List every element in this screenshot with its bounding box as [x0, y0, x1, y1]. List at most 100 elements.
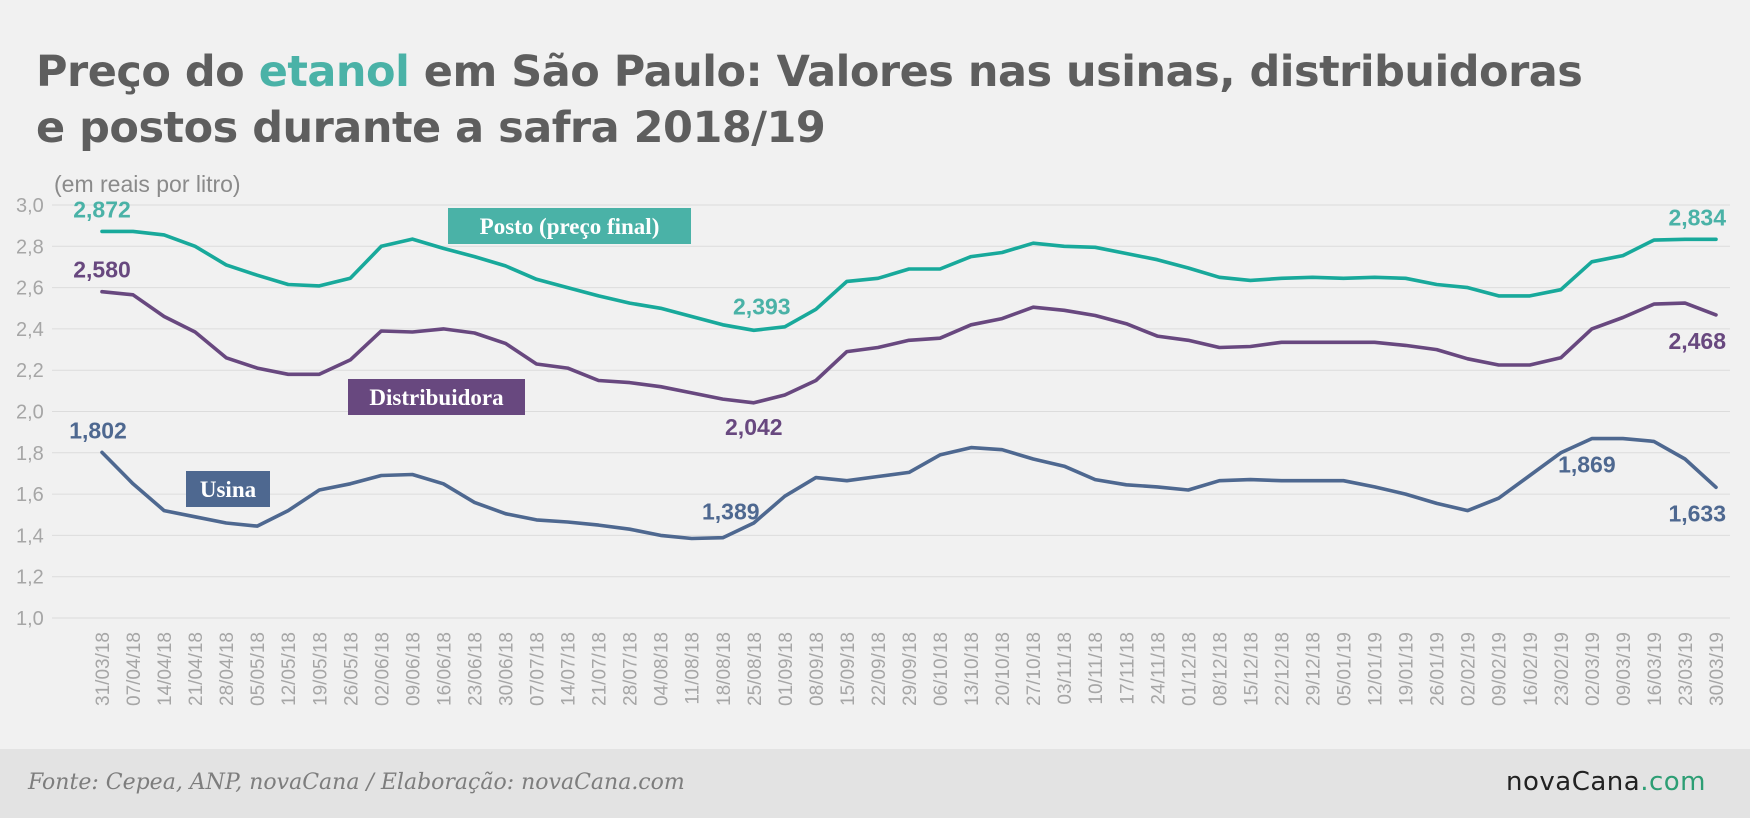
- x-axis-ticks: 31/03/18 07/04/18 14/04/18 21/04/18 28/04/18…: [93, 632, 1728, 706]
- x-tick-label: 15/09/18: [838, 632, 859, 706]
- y-unit-label: (em reais por litro): [54, 171, 241, 197]
- x-tick-label: 02/02/19: [1459, 632, 1480, 706]
- y-tick-label: 1,2: [16, 567, 44, 589]
- x-tick-label: 28/04/18: [217, 632, 238, 706]
- x-tick-label: 13/10/18: [962, 632, 983, 706]
- x-tick-label: 05/01/19: [1335, 632, 1356, 706]
- x-tick-label: 15/12/18: [1241, 632, 1262, 706]
- posto-data-label: 2,872: [73, 196, 131, 222]
- data-labels: 2,872 2,393 2,834 2,580 2,042 2,468 1,802 1,389…: [69, 196, 1726, 526]
- x-tick-label: 12/05/18: [279, 632, 300, 706]
- x-tick-label: 02/03/19: [1583, 632, 1604, 706]
- distribuidora-data-label: 2,468: [1668, 328, 1726, 354]
- x-tick-label: 22/12/18: [1272, 632, 1293, 706]
- x-tick-label: 09/06/18: [403, 632, 424, 706]
- x-tick-label: 09/02/19: [1490, 632, 1511, 706]
- posto-data-label: 2,393: [733, 293, 791, 319]
- x-tick-label: 21/04/18: [186, 632, 207, 706]
- x-tick-label: 14/07/18: [559, 632, 580, 706]
- x-tick-label: 07/04/18: [124, 632, 145, 706]
- y-axis-ticks: 1,0 1,2 1,4 1,6 1,8 2,0 2,2 2,4 2,6 2,8 3,0: [16, 195, 44, 630]
- y-tick-label: 2,8: [16, 236, 44, 258]
- x-tick-label: 04/08/18: [652, 632, 673, 706]
- distribuidora-data-label: 2,042: [725, 414, 783, 440]
- x-tick-label: 25/08/18: [745, 632, 766, 706]
- x-tick-label: 26/01/19: [1428, 632, 1449, 706]
- y-tick-label: 2,0: [16, 402, 44, 424]
- distribuidora-label-box: [348, 379, 525, 415]
- x-tick-label: 29/12/18: [1304, 632, 1325, 706]
- x-tick-label: 28/07/18: [621, 632, 642, 706]
- logo-main: novaCana: [1506, 767, 1641, 797]
- x-tick-label: 14/04/18: [155, 632, 176, 706]
- x-tick-label: 01/09/18: [776, 632, 797, 706]
- x-tick-label: 03/11/18: [1055, 632, 1076, 705]
- x-tick-label: 11/08/18: [683, 632, 704, 705]
- x-tick-label: 16/06/18: [434, 632, 455, 706]
- x-tick-label: 31/03/18: [93, 632, 114, 706]
- x-tick-label: 19/01/19: [1397, 632, 1418, 706]
- x-tick-label: 27/10/18: [1024, 632, 1045, 706]
- footer: Fonte: Cepea, ANP, novaCana / Elaboração…: [0, 749, 1750, 818]
- x-tick-label: 02/06/18: [372, 632, 393, 706]
- y-tick-label: 1,8: [16, 443, 44, 465]
- posto-data-label: 2,834: [1668, 204, 1726, 230]
- x-tick-label: 16/03/19: [1645, 632, 1666, 706]
- usina-label-box: [186, 471, 270, 507]
- posto-series-line: [100, 229, 1718, 333]
- y-tick-label: 1,6: [16, 484, 44, 506]
- series-lines: [100, 229, 1718, 541]
- usina-data-label: 1,389: [702, 499, 760, 525]
- x-tick-label: 16/02/19: [1521, 632, 1542, 706]
- usina-data-label: 1,869: [1558, 452, 1616, 478]
- y-tick-label: 1,4: [16, 525, 44, 547]
- x-tick-label: 23/02/19: [1552, 632, 1573, 706]
- series-labels: Posto (preço final) Distribuidora Usina: [186, 208, 691, 507]
- y-tick-label: 1,0: [16, 608, 44, 630]
- x-tick-label: 30/03/19: [1707, 632, 1728, 706]
- usina-data-label: 1,633: [1668, 500, 1726, 526]
- x-tick-label: 20/10/18: [993, 632, 1014, 706]
- distribuidora-series-line: [100, 289, 1718, 405]
- x-tick-label: 05/05/18: [248, 632, 269, 706]
- y-tick-label: 2,4: [16, 319, 44, 341]
- x-tick-label: 23/06/18: [465, 632, 486, 706]
- x-tick-label: 12/01/19: [1366, 632, 1387, 706]
- distribuidora-label: Distribuidora: [369, 385, 504, 410]
- distribuidora-data-label: 2,580: [73, 257, 131, 283]
- chart-title: Preço do etanol em São Paulo: Valores na…: [36, 44, 1596, 156]
- x-tick-label: 23/03/19: [1676, 632, 1697, 706]
- y-tick-label: 2,2: [16, 360, 44, 382]
- y-tick-label: 3,0: [16, 195, 44, 217]
- x-tick-label: 06/10/18: [931, 632, 952, 706]
- usina-series-line: [100, 436, 1718, 541]
- x-tick-label: 30/06/18: [497, 632, 518, 706]
- x-tick-label: 17/11/18: [1117, 632, 1138, 705]
- x-tick-label: 22/09/18: [869, 632, 890, 706]
- logo-suffix: .com: [1640, 767, 1706, 797]
- title-post: em São Paulo: Valores nas usinas, distri…: [36, 47, 1583, 153]
- brand-logo: novaCana.com: [1506, 767, 1706, 797]
- x-tick-label: 10/11/18: [1086, 632, 1107, 705]
- usina-label: Usina: [200, 477, 257, 502]
- y-tick-label: 2,6: [16, 278, 44, 300]
- x-tick-label: 24/11/18: [1148, 632, 1169, 705]
- x-tick-label: 18/08/18: [714, 632, 735, 706]
- line-chart: (em reais por litro) 1,0 1,2 1,4 1,6 1,8 2,0 2…: [16, 171, 1730, 706]
- x-tick-label: 21/07/18: [590, 632, 611, 706]
- posto-label-box: [448, 208, 691, 244]
- title-pre: Preço do: [36, 47, 259, 97]
- title-accent: etanol: [258, 47, 410, 97]
- x-tick-label: 26/05/18: [341, 632, 362, 706]
- x-tick-label: 01/12/18: [1179, 632, 1200, 706]
- x-tick-label: 08/09/18: [807, 632, 828, 706]
- gridlines: [52, 204, 1730, 619]
- x-tick-label: 07/07/18: [528, 632, 549, 706]
- x-tick-label: 29/09/18: [900, 632, 921, 706]
- usina-data-label: 1,802: [69, 417, 127, 443]
- x-tick-label: 08/12/18: [1210, 632, 1231, 706]
- x-tick-label: 09/03/19: [1614, 632, 1635, 706]
- posto-label: Posto (preço final): [480, 214, 660, 239]
- source-note: Fonte: Cepea, ANP, novaCana / Elaboração…: [28, 770, 685, 795]
- x-tick-label: 19/05/18: [310, 632, 331, 706]
